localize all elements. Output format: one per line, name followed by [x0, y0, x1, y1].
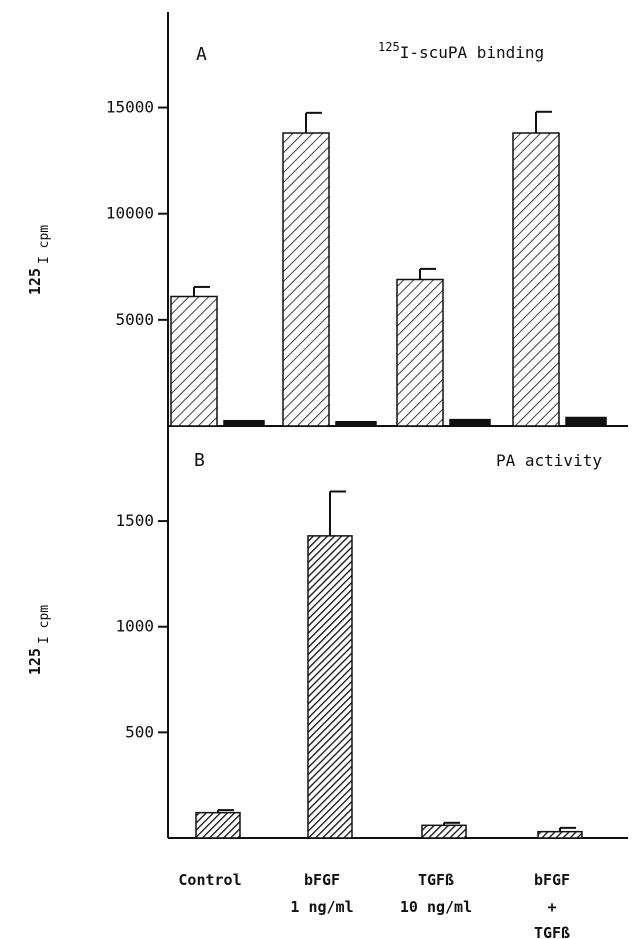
panel-a-y-tick-label: 5000 — [115, 310, 154, 329]
category-labels: Control bFGF 1 ng/ml TGFß 10 ng/ml bFGF + TGFß — [178, 871, 570, 939]
panel-a-bars — [170, 110, 607, 427]
panel-b-y-label-sup: 125 — [26, 648, 44, 675]
panel-b-bar — [307, 535, 353, 839]
panel-b-bar — [195, 811, 241, 839]
category-label-line: 1 ng/ml — [290, 898, 353, 916]
panel-b-title: PA activity — [496, 451, 602, 470]
panel-b-y-label-main: I cpm — [37, 605, 52, 644]
category-label: bFGF 1 ng/ml — [290, 871, 353, 916]
panel-a-label: A — [196, 44, 207, 65]
panel-b-y-label: 125 I cpm — [26, 605, 52, 675]
category-label-line: TGFß — [534, 924, 570, 939]
panel-a-title-main: I-scuPA binding — [400, 43, 545, 62]
panel-a-bar — [282, 132, 330, 427]
category-label-line: TGFß — [418, 871, 454, 889]
panel-a-title: 125I-scuPA binding — [378, 40, 544, 62]
panel-b-ticks: 500 1000 1500 — [115, 511, 168, 741]
category-label-line: bFGF — [304, 871, 340, 889]
panel-a-y-label: 125 I cpm — [26, 225, 52, 295]
panel-a-y-label-sup: 125 — [26, 268, 44, 295]
panel-b-label: B — [194, 450, 205, 471]
panel-b-bar — [537, 830, 583, 839]
panel-a-bar — [223, 419, 265, 427]
panel-b-y-tick-label: 1500 — [115, 511, 154, 530]
panel-a-title-sup: 125 — [378, 40, 400, 54]
category-label-line: + — [547, 898, 556, 916]
panel-a-y-tick-label: 10000 — [106, 204, 154, 223]
panel-b-bar — [421, 824, 467, 839]
panel-a-y-label-main: I cpm — [37, 225, 52, 264]
panel-a-y-tick-label: 15000 — [106, 98, 154, 117]
panel-a-bar — [565, 416, 607, 427]
category-label-line: Control — [178, 871, 241, 889]
panel-a-ticks: 5000 10000 15000 — [106, 98, 168, 329]
category-label: TGFß 10 ng/ml — [400, 871, 472, 916]
panel-a-bar — [335, 421, 377, 427]
panel-a-bar — [170, 295, 218, 427]
category-label: bFGF + TGFß — [534, 871, 570, 939]
panel-b-bars — [195, 490, 583, 839]
panel-b-y-tick-label: 500 — [125, 722, 154, 741]
panel-b: B PA activity 125 I cpm 500 1000 1500 — [26, 426, 628, 839]
panel-a: A 125I-scuPA binding 125I cpm 5000100001… — [26, 12, 628, 427]
panel-a-bar — [396, 278, 444, 427]
panel-b-y-tick-label: 1000 — [115, 617, 154, 636]
panel-a-bar — [449, 418, 491, 427]
category-label: Control — [178, 871, 241, 889]
category-label-line: bFGF — [534, 871, 570, 889]
panel-a-bar — [512, 132, 560, 427]
category-label-line: 10 ng/ml — [400, 898, 472, 916]
